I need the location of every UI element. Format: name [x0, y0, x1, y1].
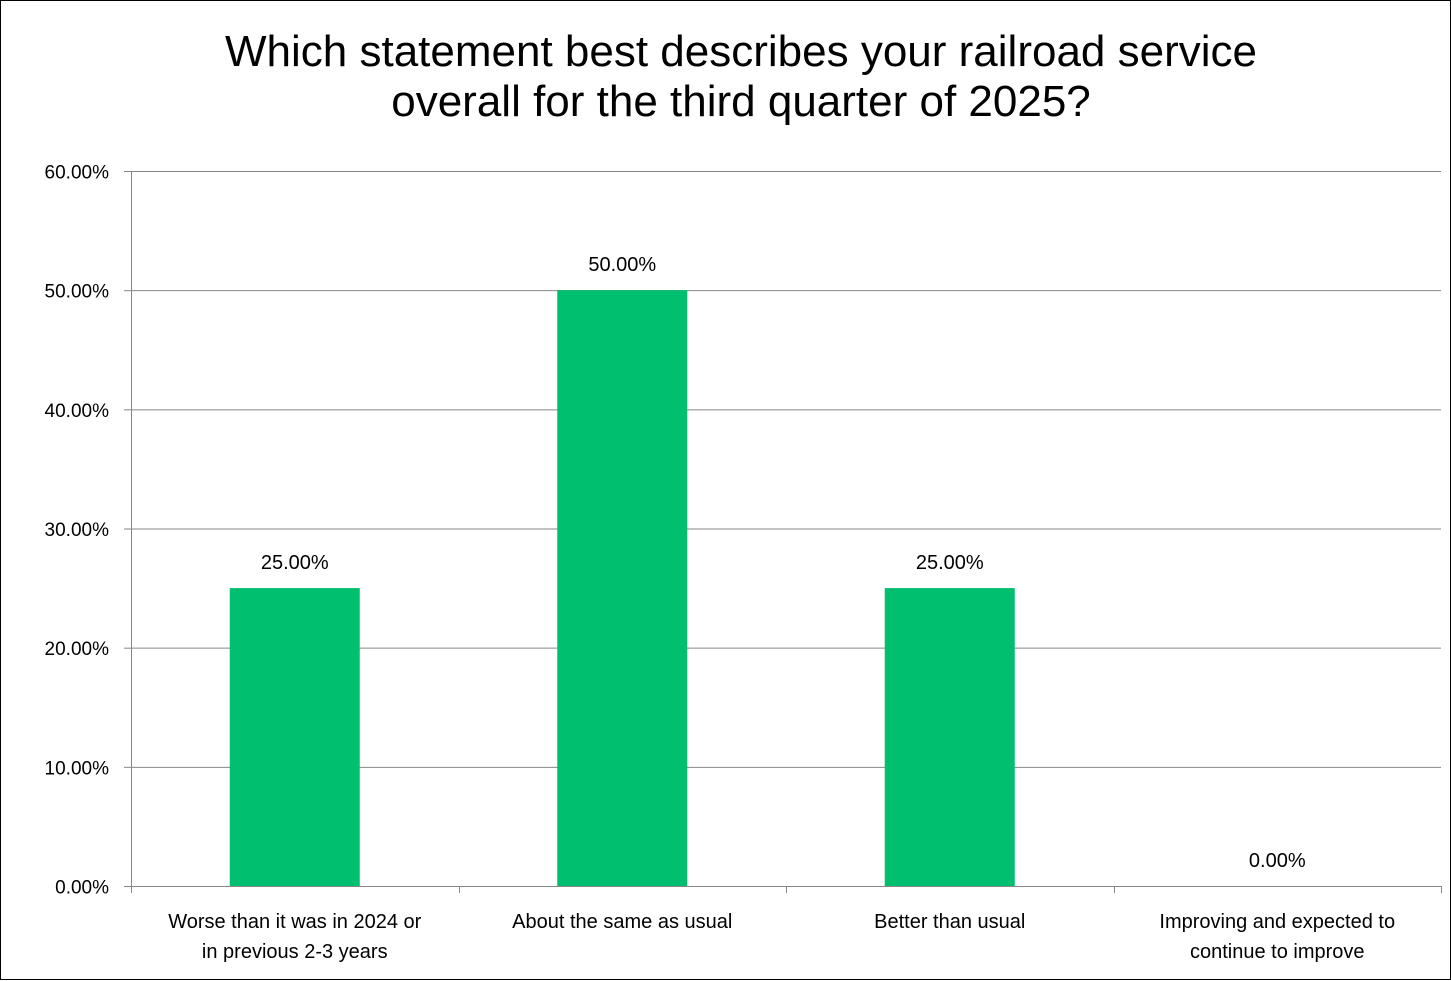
y-tick-label: 50.00%	[45, 282, 110, 303]
y-tick-label: 60.00%	[45, 163, 110, 184]
y-tick-label: 10.00%	[45, 758, 110, 779]
chart-title-line-2: overall for the third quarter of 2025?	[391, 77, 1091, 126]
chart-title: Which statement best describes your rail…	[1, 27, 1451, 127]
x-category-label: About the same as usual	[512, 911, 732, 933]
bar	[229, 588, 360, 886]
data-label: 50.00%	[588, 254, 656, 276]
data-label: 25.00%	[916, 552, 984, 574]
data-label: 0.00%	[1249, 850, 1306, 872]
bar	[884, 588, 1015, 886]
y-tick-label: 0.00%	[55, 878, 109, 899]
bars	[229, 290, 1015, 887]
y-tick-label: 30.00%	[45, 520, 110, 541]
y-tick-label: 40.00%	[45, 401, 110, 422]
x-category-label: continue to improve	[1190, 941, 1365, 963]
x-category-label: in previous 2-3 years	[202, 941, 388, 963]
axes	[124, 171, 1442, 893]
bar	[557, 290, 688, 887]
data-label: 25.00%	[261, 552, 329, 574]
x-category-label: Improving and expected to	[1159, 911, 1395, 933]
chart-title-line-1: Which statement best describes your rail…	[225, 27, 1257, 76]
y-tick-label: 20.00%	[45, 639, 110, 660]
x-category-label: Better than usual	[874, 911, 1025, 933]
x-category-label: Worse than it was in 2024 or	[168, 911, 421, 933]
labels: 0.00% 10.00% 20.00% 30.00% 40.00% 50.00% 60.00…	[45, 163, 1396, 964]
